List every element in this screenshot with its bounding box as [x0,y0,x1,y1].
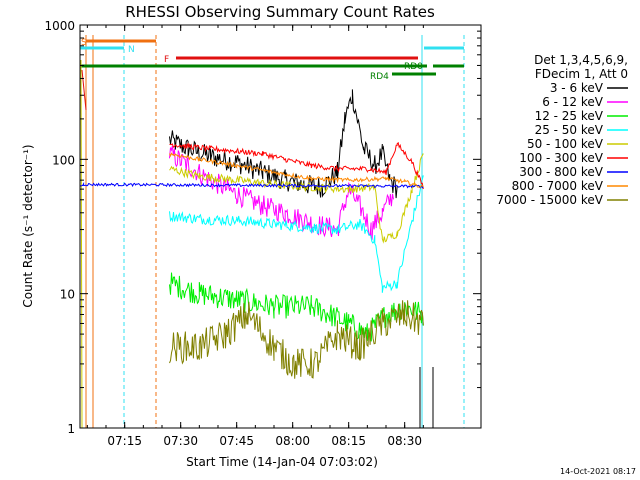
series-300-800-kev [79,181,424,189]
legend-label: 12 - 25 keV [535,109,604,123]
x-tick-label: 08:00 [275,434,310,448]
series-line [169,145,394,241]
legend-header-line-1: Det 1,3,4,5,6,9, [534,53,628,67]
mode-flag-label: RD4 [370,72,389,82]
timestamp: 14-Oct-2021 08:17 [560,467,636,476]
x-tick-label: 07:45 [219,434,254,448]
legend-label: 50 - 100 keV [527,137,604,151]
series-line [169,272,424,342]
y-tick-label: 100 [52,153,75,167]
legend-label: 300 - 800 keV [519,165,603,179]
legend-label: 6 - 12 keV [542,95,604,109]
x-tick-label: 07:30 [163,434,198,448]
mode-flag-label: N [128,45,135,55]
x-tick-label: 08:15 [331,434,366,448]
x-tick-label: 07:15 [107,434,142,448]
series-line [79,181,424,189]
y-axis: 1 10 100 1000 [44,19,481,436]
spike-trace [81,69,87,111]
series-line [169,141,424,190]
series-line [169,89,398,199]
plot-area: S N F RD0 RD4 [79,24,482,429]
series-6-12-kev [169,145,394,241]
series-line [169,153,424,244]
series-100-300-kev [169,141,424,190]
x-axis: 07:15 07:30 07:45 08:00 08:15 08:30 [86,25,424,448]
series-7000-15000-kev [169,300,424,379]
legend-label: 25 - 50 keV [535,123,604,137]
y-tick-label: 1000 [44,19,75,33]
series-25-50-kev [169,175,424,293]
legend-header-line-2: FDecim 1, Att 0 [535,67,628,81]
series-3-6-kev [169,89,398,199]
series-800-7000-kev [169,152,424,188]
mode-flag-label: RD0 [404,62,423,72]
mode-flag-label: F [164,55,169,65]
series-12-25-kev [169,272,424,342]
legend-label: 800 - 7000 keV [512,179,604,193]
chart-title: RHESSI Observing Summary Count Rates [125,3,435,21]
mode-flag-label: S [81,38,87,48]
series-line [169,175,424,293]
series-line [169,300,424,379]
y-tick-label: 10 [60,288,75,302]
legend: Det 1,3,4,5,6,9, FDecim 1, Att 0 3 - 6 k… [496,53,628,207]
x-tick-label: 08:30 [387,434,422,448]
legend-label: 100 - 300 keV [519,151,603,165]
series-line [169,152,424,188]
series-50-100-kev [169,153,424,244]
plot-frame [79,24,482,429]
x-axis-label: Start Time (14-Jan-04 07:03:02) [186,455,378,469]
spike-trace [80,59,83,429]
legend-label: 3 - 6 keV [550,81,604,95]
y-axis-label: Count Rate (s⁻¹ detector⁻¹) [21,144,35,307]
y-tick-label: 1 [67,422,75,436]
legend-label: 7000 - 15000 keV [496,193,603,207]
